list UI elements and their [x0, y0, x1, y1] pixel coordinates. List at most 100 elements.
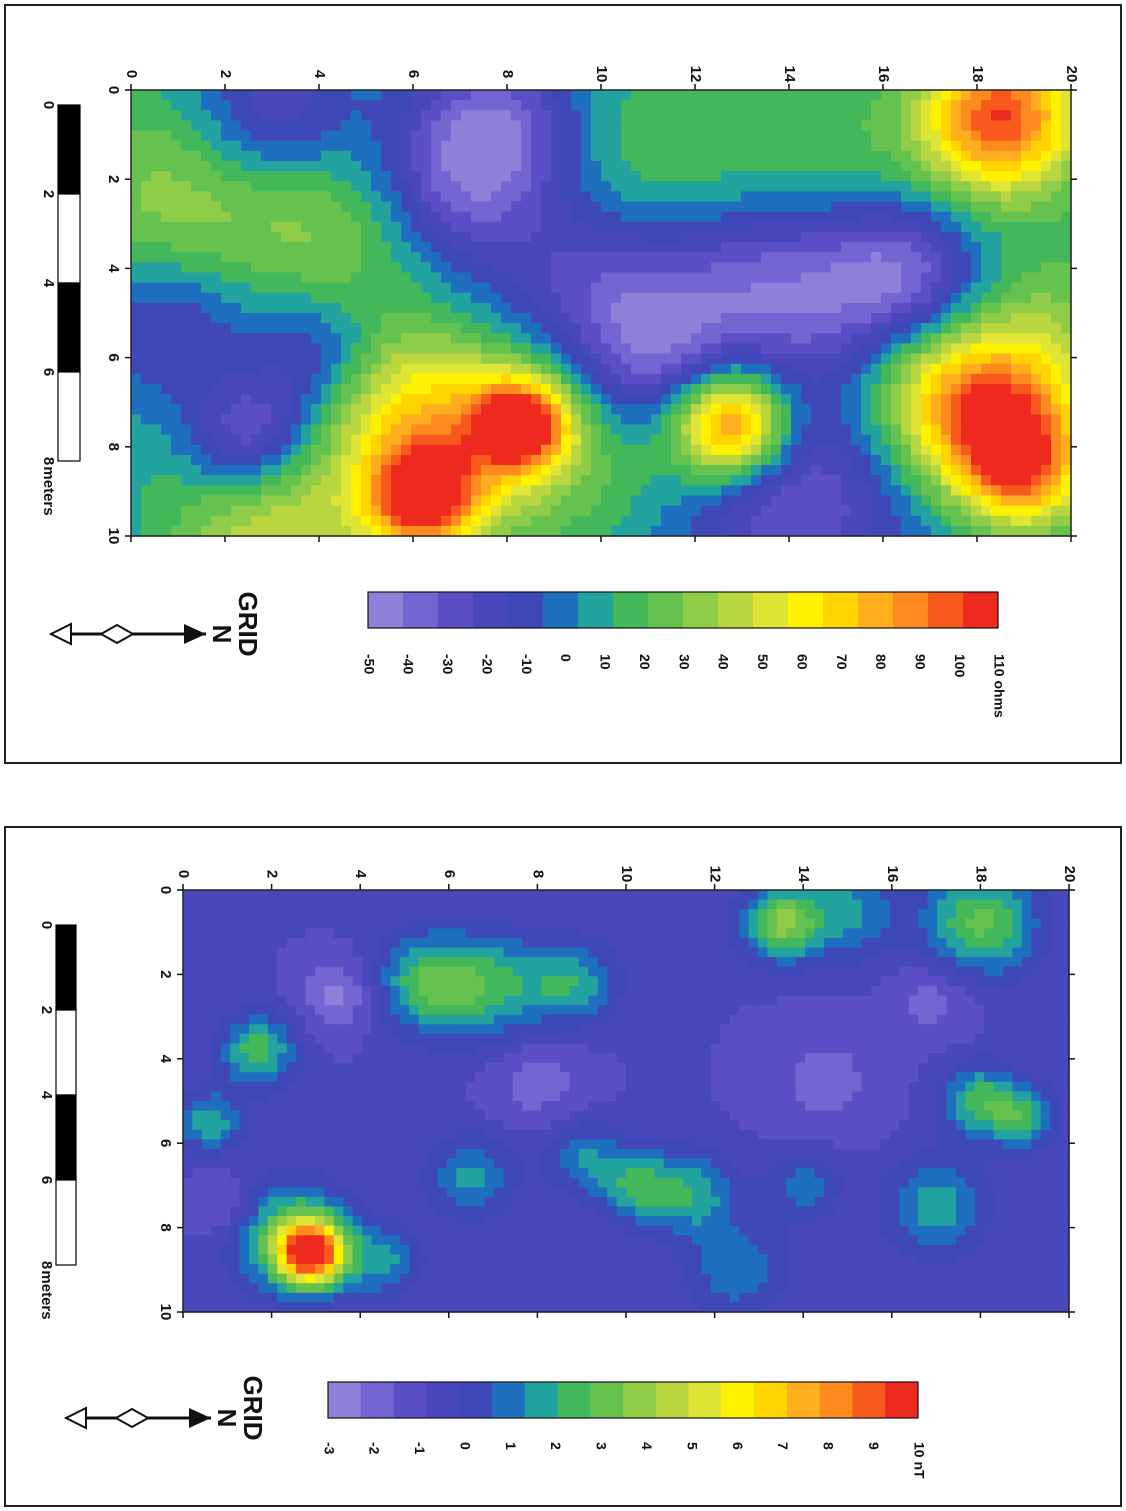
heatmap-cell	[267, 1244, 278, 1256]
heatmap-cell	[801, 383, 812, 395]
heatmap-cell	[941, 525, 952, 537]
heatmap-cell	[221, 495, 232, 507]
north-arrow-n-label: N	[207, 625, 237, 644]
heatmap-cell	[921, 444, 932, 456]
heatmap-cell	[831, 262, 842, 274]
heatmap-cell	[401, 353, 412, 365]
heatmap-cell	[261, 272, 272, 284]
heatmap-cell	[281, 485, 292, 497]
heatmap-cell	[1061, 90, 1072, 101]
heatmap-cell	[171, 525, 182, 537]
heatmap-cell	[681, 383, 692, 395]
heatmap-cell	[621, 120, 632, 132]
heatmap-cell	[230, 899, 241, 910]
heatmap-cell	[701, 465, 712, 476]
heatmap-cell	[741, 333, 752, 345]
heatmap-cell	[411, 414, 422, 426]
heatmap-cell	[701, 150, 712, 162]
heatmap-cell	[1031, 191, 1042, 203]
heatmap-cell	[511, 130, 522, 142]
heatmap-cell	[501, 282, 512, 294]
heatmap-cell	[1011, 505, 1022, 517]
heatmap-cell	[571, 211, 582, 223]
heatmap-cell	[311, 353, 322, 365]
heatmap-cell	[161, 292, 172, 304]
heatmap-cell	[871, 242, 882, 253]
heatmap-cell	[911, 201, 922, 213]
heatmap-cell	[661, 404, 672, 415]
heatmap-cell	[421, 505, 432, 517]
heatmap-cell	[171, 363, 182, 375]
heatmap-cell	[491, 201, 502, 213]
heatmap-cell	[381, 333, 392, 345]
heatmap-cell	[314, 995, 325, 1006]
heatmap-cell	[1041, 181, 1052, 192]
heatmap-cell	[181, 120, 192, 132]
heatmap-cell	[901, 110, 912, 122]
heatmap-cell	[721, 383, 732, 395]
heatmap-cell	[201, 1005, 212, 1016]
heatmap-cell	[821, 313, 832, 324]
heatmap-cell	[641, 262, 652, 274]
heatmap-cell	[381, 120, 392, 132]
heatmap-cell	[791, 191, 802, 203]
heatmap-cell	[201, 1081, 212, 1093]
heatmap-cell	[511, 282, 522, 294]
heatmap-cell	[301, 292, 312, 304]
heatmap-cell	[421, 444, 432, 456]
heatmap-cell	[761, 171, 772, 182]
heatmap-cell	[541, 475, 552, 486]
heatmap-cell	[491, 181, 502, 192]
heatmap-cell	[851, 191, 862, 203]
heatmap-cell	[261, 110, 272, 122]
heatmap-cell	[161, 333, 172, 345]
heatmap-cell	[291, 505, 302, 517]
heatmap-cell	[331, 302, 342, 314]
heatmap-cell	[511, 343, 522, 355]
heatmap-cell	[401, 231, 412, 243]
heatmap-cell	[171, 465, 182, 476]
heatmap-cell	[391, 495, 402, 507]
heatmap-cell	[239, 1283, 250, 1294]
heatmap-cell	[441, 383, 452, 395]
heatmap-cell	[811, 272, 822, 284]
heatmap-cell	[296, 928, 307, 939]
heatmap-cell	[341, 323, 352, 334]
heatmap-cell	[911, 221, 922, 233]
heatmap-cell	[971, 373, 982, 385]
heatmap-cell	[286, 1033, 297, 1045]
colorbar-tick-label: 90	[913, 654, 929, 670]
heatmap-cell	[277, 1081, 288, 1093]
heatmap-cell	[431, 444, 442, 456]
heatmap-cell	[521, 525, 532, 537]
heatmap-cell	[911, 485, 922, 497]
heatmap-cell	[621, 404, 632, 415]
heatmap-cell	[192, 1177, 203, 1188]
heatmap-cell	[221, 242, 232, 253]
heatmap-cell	[311, 363, 322, 375]
heatmap-cell	[961, 90, 972, 101]
heatmap-cell	[611, 323, 622, 334]
heatmap-cell	[621, 262, 632, 274]
heatmap-cell	[241, 465, 252, 476]
heatmap-cell	[911, 373, 922, 385]
heatmap-cell	[501, 373, 512, 385]
heatmap-cell	[381, 231, 392, 243]
heatmap-cell	[192, 1014, 203, 1025]
heatmap-cell	[601, 140, 612, 152]
heatmap-cell	[581, 404, 592, 415]
heatmap-cell	[131, 333, 142, 345]
heatmap-cell	[261, 363, 272, 375]
heatmap-cell	[239, 1139, 250, 1150]
heatmap-cell	[305, 985, 316, 997]
heatmap-cell	[1001, 181, 1012, 192]
heatmap-cell	[1061, 242, 1072, 253]
heatmap-cell	[361, 171, 372, 182]
heatmap-cell	[192, 937, 203, 949]
heatmap-cell	[501, 191, 512, 203]
heatmap-cell	[601, 252, 612, 263]
heatmap-cell	[261, 282, 272, 294]
heatmap-cell	[201, 1264, 212, 1275]
heatmap-cell	[891, 424, 902, 436]
heatmap-cell	[211, 160, 222, 172]
